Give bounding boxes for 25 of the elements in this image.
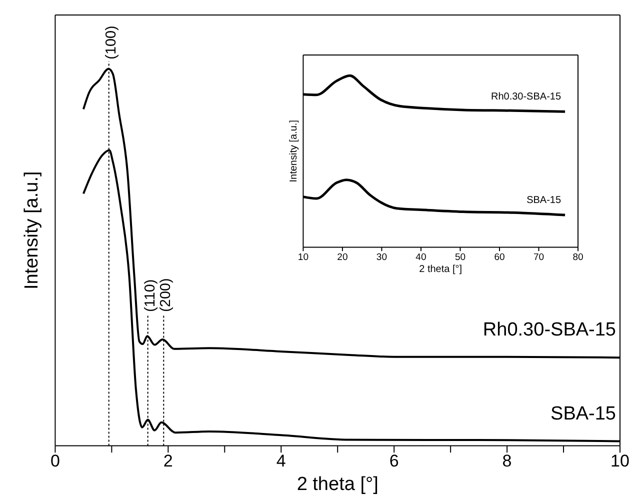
- x-tick-label: 70: [533, 252, 544, 263]
- x-axis-title: 2 theta [°]: [419, 264, 462, 275]
- series-label: SBA-15: [526, 195, 562, 206]
- x-tick-label: 20: [337, 252, 348, 263]
- annotation: (200): [158, 278, 174, 312]
- annotation: (110): [142, 279, 158, 312]
- x-tick-label: 60: [494, 252, 505, 263]
- x-tick-label: 80: [572, 252, 584, 263]
- x-tick-label: 0: [50, 452, 60, 471]
- x-tick-label: 40: [416, 252, 426, 263]
- series-label: Rh0.30-SBA-15: [491, 92, 562, 103]
- series-label: SBA-15: [550, 403, 616, 424]
- y-axis-title: Intensity [a.u.]: [22, 171, 43, 290]
- x-tick-label: 4: [276, 452, 286, 471]
- x-tick-label: 50: [454, 252, 466, 263]
- x-tick-label: 6: [389, 452, 399, 471]
- x-tick-label: 30: [376, 252, 388, 263]
- annotation: (100): [103, 26, 120, 60]
- x-tick-label: 10: [610, 452, 630, 471]
- x-tick-label: 2: [163, 452, 173, 471]
- x-axis-title: 2 theta [°]: [296, 474, 378, 495]
- y-axis-title: Intensity [a.u.]: [288, 120, 300, 182]
- x-tick-label: 8: [502, 452, 512, 471]
- series-label: Rh0.30-SBA-15: [482, 320, 616, 341]
- x-tick-label: 10: [298, 252, 308, 263]
